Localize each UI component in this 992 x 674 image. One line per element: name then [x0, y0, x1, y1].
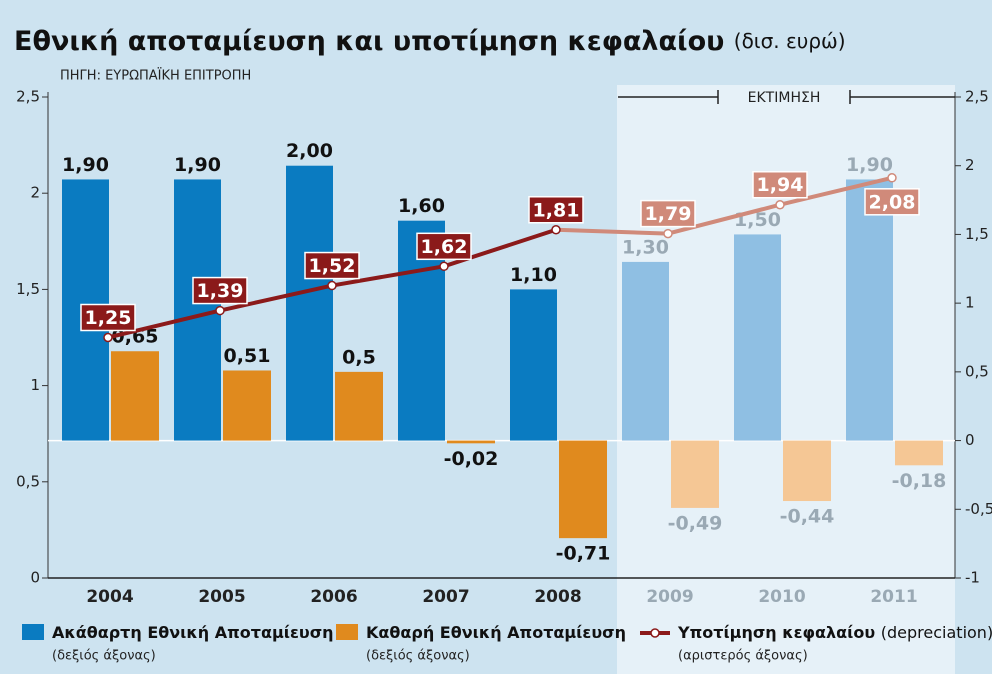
line	[555, 175, 893, 236]
x-tick-label: 2008	[534, 587, 581, 607]
legend-note: (δεξιός άξονας)	[366, 649, 470, 664]
source: ΠΗΓΗ: ΕΥΡΩΠΑΪΚΗ ΕΠΙΤΡΟΠΗ	[60, 68, 251, 84]
line-point	[103, 332, 113, 343]
value-label: 1,79	[645, 203, 692, 225]
legend-note: (δεξιός άξονας)	[52, 649, 156, 664]
bar	[671, 440, 719, 508]
line-point	[327, 280, 337, 291]
value-label: -0,18	[892, 470, 947, 492]
bar	[846, 179, 893, 441]
x-tick-label: 2011	[870, 587, 917, 607]
line-point	[551, 225, 561, 235]
y-tick-label: 2,5	[16, 88, 40, 106]
value-label: 1,10	[510, 264, 557, 286]
y2-tick-label: 2,5	[965, 88, 989, 106]
legend-label: Ακάθαρτη Εθνική Αποταμίευση	[52, 623, 334, 642]
y2-tick-label: 0,5	[965, 362, 989, 380]
y2-tick-label: 2	[965, 156, 975, 174]
bar	[734, 234, 781, 441]
value-label-box	[304, 251, 360, 280]
value-label: -0,71	[556, 543, 611, 565]
line-point	[215, 305, 225, 316]
chart-title: Εθνική αποταμίευση και υποτίμηση κεφαλαί…	[14, 26, 846, 57]
value-label-box	[864, 188, 920, 216]
bar	[335, 371, 383, 441]
legend-swatch	[22, 624, 44, 640]
bar	[447, 440, 495, 444]
line-point	[775, 199, 785, 210]
value-label: 1,52	[309, 255, 356, 277]
y-tick-label: 0,5	[16, 472, 40, 490]
x-tick-label: 2009	[646, 587, 693, 607]
value-label: 0,51	[224, 345, 271, 367]
value-label: 1,81	[533, 199, 580, 221]
value-label: 2,08	[869, 191, 916, 213]
value-label: -0,02	[444, 448, 499, 470]
x-tick-label: 2006	[310, 587, 357, 607]
y2-tick-label: -0,5	[965, 500, 992, 518]
value-label-box	[416, 232, 472, 261]
value-label: 2,00	[286, 140, 333, 162]
bar	[622, 261, 669, 441]
y2-tick-label: 0	[965, 431, 975, 449]
bar	[111, 351, 159, 441]
title-unit: (δισ. ευρώ)	[734, 29, 846, 53]
annotation: ΕΚΤΙΜΗΣΗ	[748, 90, 821, 106]
value-label: 0,5	[342, 346, 376, 368]
x-tick-label: 2004	[86, 587, 133, 607]
bar	[223, 370, 271, 441]
value-label: 1,39	[197, 280, 244, 302]
line-point	[439, 261, 449, 272]
x-tick-label: 2005	[198, 587, 245, 607]
y2-tick-label: 1,5	[965, 225, 989, 243]
y-tick-label: 2	[30, 184, 40, 202]
legend-name-suffix: (depreciation)	[881, 623, 992, 642]
legend-label: Καθαρή Εθνική Αποταμίευση	[366, 623, 626, 642]
y2-tick-label: -1	[965, 569, 980, 587]
x-tick-label: 2010	[758, 587, 805, 607]
y-tick-label: 0	[30, 569, 40, 587]
value-label-box	[80, 303, 136, 332]
legend-name: Ακάθαρτη Εθνική Αποταμίευση	[52, 623, 334, 642]
value-label: 1,30	[622, 236, 669, 258]
line-point	[663, 228, 673, 239]
bar	[286, 165, 333, 441]
value-label-box	[752, 170, 808, 199]
value-label: 1,25	[85, 307, 132, 329]
legend-note: (αριστερός άξονας)	[678, 649, 808, 664]
bar	[510, 289, 557, 441]
legend-name: Καθαρή Εθνική Αποταμίευση	[366, 623, 626, 642]
legend-swatch	[336, 624, 358, 640]
title-main: Εθνική αποταμίευση και υποτίμηση κεφαλαί…	[14, 26, 724, 57]
y-tick-label: 1	[30, 376, 40, 394]
line-point	[887, 173, 897, 183]
value-label: 1,90	[62, 154, 109, 176]
value-label: 1,62	[421, 236, 468, 258]
value-label: 1,90	[846, 154, 893, 176]
legend-name: Υποτίμηση κεφαλαίου	[677, 623, 875, 642]
legend-swatch-point	[650, 628, 660, 638]
value-label: 1,60	[398, 195, 445, 217]
value-label-box	[528, 196, 584, 224]
bar	[559, 440, 607, 539]
value-label: 1,94	[757, 174, 804, 196]
y-tick-label: 1,5	[16, 280, 40, 298]
value-label: -0,49	[668, 512, 723, 534]
bar	[783, 440, 831, 502]
x-tick-label: 2007	[422, 587, 469, 607]
value-label: 1,90	[174, 154, 221, 176]
value-label-box	[192, 276, 248, 305]
bar	[174, 179, 221, 441]
value-label-box	[640, 199, 696, 228]
bar	[895, 440, 943, 466]
legend-label: Υποτίμηση κεφαλαίου (depreciation)	[677, 623, 992, 642]
y2-tick-label: 1	[965, 294, 975, 312]
value-label: -0,44	[780, 506, 835, 528]
